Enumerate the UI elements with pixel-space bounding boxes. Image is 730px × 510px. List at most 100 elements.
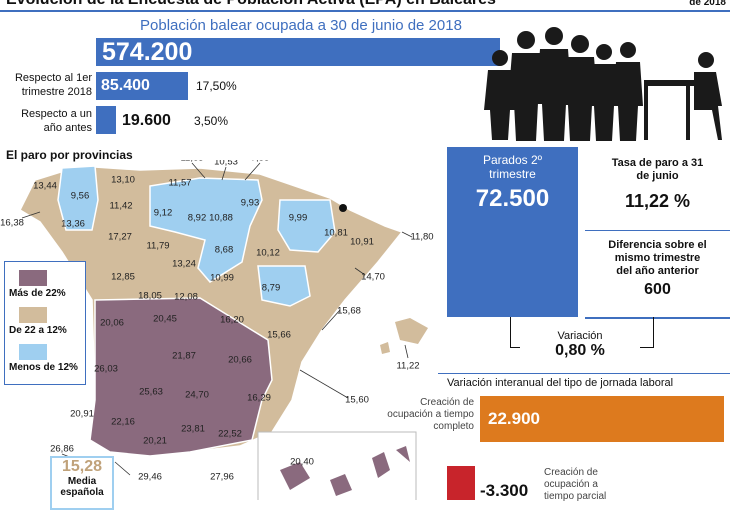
row-value: 19.600 <box>122 112 171 129</box>
legend-swatch <box>19 270 47 286</box>
province-label: 18,05 <box>138 291 162 302</box>
province-label: 16,38 <box>0 218 24 229</box>
andorra <box>339 204 347 212</box>
map: 13,44 9,56 13,10 11,63 10,53 7,55 11,57 16,38 13… <box>0 160 434 500</box>
province-label: 10,12 <box>256 248 280 259</box>
jornada-bar: 22.900 <box>480 396 724 442</box>
legend-swatch <box>19 307 47 323</box>
province-label: 11,63 <box>180 160 203 164</box>
parados-box: Parados 2º trimestre 72.500 <box>447 147 578 317</box>
diferencia-box: Diferencia sobre el mismo trimestre del … <box>585 231 730 319</box>
province-label: 12,08 <box>174 292 198 303</box>
tasa-label: Tasa de paro a 31 de junio <box>611 157 704 182</box>
leader-line <box>244 162 261 181</box>
province-label: 20,91 <box>70 409 94 420</box>
variacion-value: 0,80 % <box>555 342 605 359</box>
region-low <box>149 177 263 283</box>
leader-line <box>114 461 131 476</box>
province-label: 10,53 <box>214 160 238 168</box>
province-label: 9,93 <box>241 198 260 209</box>
province-label: 13,36 <box>61 219 85 230</box>
jornada-label: Creación de ocupación a tiempo completo <box>387 397 474 432</box>
province-label: 13,24 <box>172 259 196 270</box>
jornada-label: Creación de ocupación a tiempo parcial <box>544 467 607 502</box>
header-title: Evolución de la Encuesta de Población Ac… <box>6 0 496 9</box>
row-percent: 17,50% <box>196 79 237 93</box>
legend-swatch <box>19 344 47 360</box>
province-label: 26,03 <box>94 364 118 375</box>
province-label: 15,60 <box>345 395 369 406</box>
province-label: 26,86 <box>50 444 74 455</box>
leader-line <box>321 309 341 331</box>
province-label: 20,40 <box>290 457 314 468</box>
province-label: 11,22 <box>396 361 419 372</box>
province-label: 10,99 <box>210 273 234 284</box>
leader-line <box>21 211 41 219</box>
region-low <box>57 165 99 231</box>
header-corner: de 2018 <box>689 0 726 8</box>
province-label: 12,85 <box>111 272 135 283</box>
row-label: Respecto al 1er trimestre 2018 <box>14 72 92 98</box>
province-label: 9,99 <box>289 213 308 224</box>
province-label: 8,79 <box>262 283 281 294</box>
leader-line <box>299 369 349 399</box>
ocupada-title: Población balear ocupada a 30 de junio d… <box>140 17 462 34</box>
province-label: 27,96 <box>210 472 234 483</box>
region-high <box>89 297 273 457</box>
province-label: 16,20 <box>220 315 244 326</box>
rule <box>438 373 730 374</box>
province-label: 11,79 <box>146 241 169 252</box>
province-label: 25,63 <box>139 387 163 398</box>
province-label: 8,68 <box>215 245 234 256</box>
province-label: 11,42 <box>109 201 132 212</box>
leader-line <box>354 267 366 276</box>
leader-line <box>221 166 227 181</box>
province-label: 20,66 <box>228 355 252 366</box>
legend-label: De 22 a 12% <box>9 325 67 336</box>
province-label: 22,52 <box>218 429 242 440</box>
ocupada-bar: 574.200 <box>96 38 500 66</box>
island <box>395 318 428 344</box>
variacion-label: Variación <box>557 330 603 342</box>
province-label: 13,44 <box>33 181 57 192</box>
row-value: 85.400 <box>101 77 150 94</box>
average-label: Media española <box>60 476 104 498</box>
islands <box>280 446 410 496</box>
province-label: 29,46 <box>138 472 162 483</box>
row-bar <box>96 106 116 134</box>
rule <box>0 10 730 12</box>
diferencia-label: Diferencia sobre el mismo trimestre del … <box>608 239 707 277</box>
province-label: 11,80 <box>410 232 433 243</box>
region-low <box>257 265 311 307</box>
legend: Más de 22% De 22 a 12% Menos de 12% <box>4 261 86 385</box>
map-title: El paro por provincias <box>6 148 133 162</box>
province-label: 10,91 <box>350 237 374 248</box>
province-label: 10,88 <box>209 213 233 224</box>
province-label: 9,12 <box>154 208 173 219</box>
province-label: 20,06 <box>100 318 124 329</box>
tasa-value: 11,22 % <box>624 191 691 211</box>
province-label: 15,66 <box>267 330 291 341</box>
leader-line <box>404 344 409 359</box>
parados-value: 72.500 <box>475 185 550 212</box>
province-label: 15,68 <box>337 306 361 317</box>
leader-line <box>191 162 206 179</box>
parados-label: Parados 2º trimestre <box>482 153 543 181</box>
province-label: 8,92 <box>188 213 207 224</box>
people-illustration <box>484 27 722 141</box>
legend-label: Más de 22% <box>9 288 66 299</box>
province-label: 14,70 <box>361 272 385 283</box>
row-label: Respecto a un año antes <box>21 108 92 134</box>
jornada-title: Variación interanual del tipo de jornada… <box>447 377 674 389</box>
row-percent: 3,50% <box>194 114 229 128</box>
jornada-value: -3.300 <box>480 481 529 500</box>
province-label: 11,57 <box>168 178 191 189</box>
province-label: 17,27 <box>108 232 132 243</box>
average-box: 15,28 Media española <box>50 456 114 510</box>
legend-label: Menos de 12% <box>9 362 78 373</box>
province-label: 10,81 <box>324 228 348 239</box>
variacion-box: Variación 0,80 % <box>520 330 640 360</box>
island <box>380 342 390 354</box>
province-label: 21,87 <box>172 351 196 362</box>
province-label: 16,29 <box>247 393 271 404</box>
